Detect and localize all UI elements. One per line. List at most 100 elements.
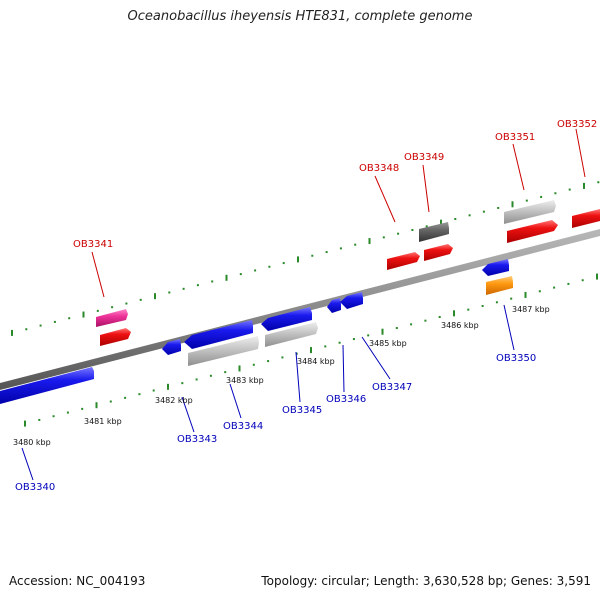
major-tick	[583, 182, 585, 189]
minor-tick	[454, 217, 457, 220]
minor-tick	[397, 232, 400, 235]
minor-tick	[111, 306, 114, 309]
minor-tick	[81, 407, 84, 410]
gene-ob3349-red[interactable]	[424, 244, 453, 261]
minor-tick	[338, 341, 341, 344]
minor-tick	[252, 363, 255, 366]
gene-features	[0, 200, 600, 404]
major-tick	[154, 293, 156, 300]
tick-tracks	[11, 181, 600, 427]
minor-tick	[53, 320, 56, 323]
minor-tick	[138, 393, 141, 396]
gene-label-ob3346[interactable]: OB3346	[326, 394, 366, 405]
minor-tick	[495, 301, 498, 304]
minor-tick	[554, 192, 557, 195]
minor-tick	[325, 251, 328, 254]
minor-tick	[438, 315, 441, 318]
scale-label: 3486 kbp	[441, 321, 479, 330]
major-tick	[225, 274, 228, 281]
gene-label-ob3345[interactable]: OB3345	[282, 405, 322, 416]
gene-label-ob3344[interactable]: OB3344	[223, 421, 263, 432]
minor-tick	[182, 287, 185, 290]
minor-tick	[66, 411, 69, 414]
minor-tick	[411, 229, 414, 232]
gene-ob3343-gray[interactable]	[188, 336, 259, 366]
scale-labels: 3480 kbp 3481 kbp 3482 kbp 3483 kbp 3484…	[13, 305, 550, 447]
major-tick	[11, 329, 13, 336]
scale-label: 3482 kbp	[155, 396, 193, 405]
gene-label-ob3351[interactable]: OB3351	[495, 132, 535, 143]
gene-ob3351-gray[interactable]	[504, 200, 556, 224]
minor-tick	[39, 324, 42, 327]
gene-label-ob3340[interactable]: OB3340	[15, 482, 55, 493]
gene-label-ob3352[interactable]: OB3352	[557, 119, 597, 130]
major-tick	[297, 256, 299, 263]
gene-label-ob3348[interactable]: OB3348	[359, 163, 399, 174]
scale-label: 3480 kbp	[13, 438, 51, 447]
minor-tick	[367, 334, 370, 337]
gene-label-ob3349[interactable]: OB3349	[404, 152, 444, 163]
minor-tick	[352, 338, 355, 341]
minor-tick	[553, 286, 556, 289]
minor-tick	[25, 328, 28, 331]
minor-tick	[209, 374, 212, 377]
gene-ob3340[interactable]	[0, 367, 94, 404]
minor-tick	[109, 400, 112, 403]
major-tick	[238, 365, 241, 372]
minor-tick	[152, 389, 155, 392]
scale-label: 3487 kbp	[512, 305, 550, 314]
gene-ob3352[interactable]	[572, 209, 600, 228]
minor-tick	[281, 356, 284, 359]
major-tick	[596, 273, 598, 280]
minor-tick	[324, 345, 327, 348]
major-tick	[453, 310, 455, 317]
scale-label: 3481 kbp	[84, 417, 122, 426]
gene-ob3351-red[interactable]	[507, 220, 558, 243]
minor-tick	[125, 302, 128, 305]
minor-tick	[295, 352, 298, 355]
gene-ob3343-a[interactable]	[162, 339, 181, 355]
major-tick	[310, 347, 312, 354]
minor-tick	[468, 214, 471, 217]
gene-ob3341-pink[interactable]	[96, 309, 128, 327]
minor-tick	[195, 378, 198, 381]
major-tick	[381, 328, 384, 335]
minor-tick	[282, 262, 285, 265]
minor-tick	[254, 269, 257, 272]
minor-tick	[581, 279, 584, 282]
gene-ob3345-gray[interactable]	[265, 322, 318, 347]
minor-tick	[424, 319, 427, 322]
gene-label-ob3341[interactable]: OB3341	[73, 239, 113, 250]
minor-tick	[481, 304, 484, 307]
minor-tick	[510, 297, 513, 300]
minor-tick	[168, 291, 171, 294]
minor-tick	[96, 309, 99, 312]
genome-backbone	[0, 229, 600, 390]
accession-text: Accession: NC_004193	[9, 574, 146, 588]
minor-tick	[538, 290, 541, 293]
gene-ob3341-red[interactable]	[100, 328, 131, 346]
major-tick	[511, 201, 514, 208]
minor-tick	[211, 280, 214, 283]
minor-tick	[425, 225, 428, 228]
gene-ob3349-dark[interactable]	[419, 222, 449, 242]
gene-label-ob3343[interactable]: OB3343	[177, 434, 217, 445]
gene-label-ob3350[interactable]: OB3350	[496, 353, 536, 364]
minor-tick	[567, 282, 570, 285]
gene-label-ob3347[interactable]: OB3347	[372, 382, 412, 393]
major-tick	[24, 420, 26, 427]
gene-ob3348[interactable]	[387, 252, 420, 270]
genome-summary: Topology: circular; Length: 3,630,528 bp…	[261, 574, 591, 588]
minor-tick	[224, 371, 227, 374]
minor-tick	[239, 273, 242, 276]
minor-tick	[181, 382, 184, 385]
gene-ob3347[interactable]	[340, 292, 363, 309]
gene-ob3350-orange[interactable]	[486, 276, 513, 295]
gene-ob3346[interactable]	[327, 298, 341, 313]
gene-ob3344[interactable]	[184, 320, 253, 349]
minor-tick	[339, 247, 342, 250]
gene-ob3345[interactable]	[261, 307, 312, 331]
minor-tick	[268, 265, 271, 268]
gene-ob3350-blue[interactable]	[482, 259, 509, 276]
